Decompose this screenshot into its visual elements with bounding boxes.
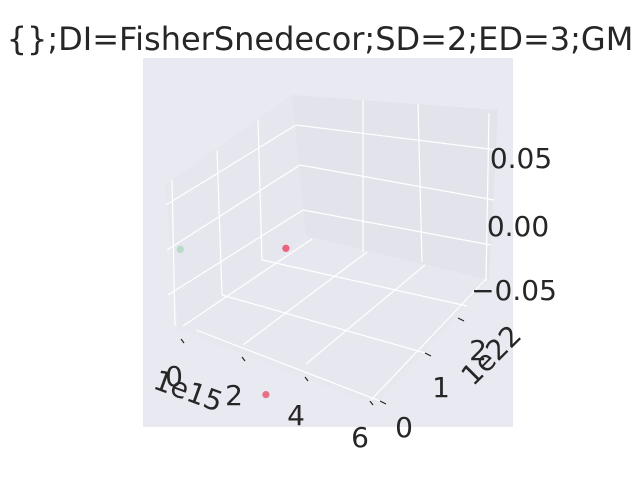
scatter-point [176,245,184,253]
x-tick-label: 0 [165,360,183,393]
scatter-point [262,391,270,399]
y-tick-mark [424,352,432,357]
y-tick-label: 1 [432,371,450,404]
gridline [195,329,381,402]
pane-floor [178,236,489,405]
z-tick-label: −0.05 [471,274,557,307]
pane-left [165,95,306,330]
gridline [417,103,423,263]
z-tick-label: 0.05 [490,142,552,175]
gridline [167,209,304,296]
gridline [166,164,301,251]
gridline [171,179,176,327]
scatter-point [282,244,290,252]
x-tick-label: 4 [287,399,305,432]
gridline [261,259,468,307]
points-layer [176,244,290,399]
x-tick-label: 6 [351,421,369,454]
x-tick-mark [304,376,309,382]
chart-title: {};DI=FisherSnedecor;SD=2;ED=3;GM [7,20,634,58]
y-tick-label: 2 [469,334,487,367]
gridline [305,264,426,365]
gridline [216,149,223,296]
gridline [165,124,297,206]
y-tick-mark [457,317,465,322]
x-tick-mark [369,400,374,406]
gridline [182,238,313,327]
gridline [221,294,426,354]
gridline [302,209,492,246]
z-tick-label: 0.00 [487,210,549,243]
gridlines [165,100,498,402]
y-tick-label: 0 [395,411,413,444]
tick-marks [180,317,465,406]
gridline [485,112,490,282]
pane-back [292,95,498,280]
gridline [369,278,487,402]
x-tick-mark [241,356,246,362]
y-tick-mark [379,400,387,405]
x-tick-mark [180,338,185,344]
gridline [242,251,368,346]
gridline [295,124,498,151]
x-tick-label: 2 [225,379,243,412]
gridline [299,164,495,201]
panes [165,95,498,405]
